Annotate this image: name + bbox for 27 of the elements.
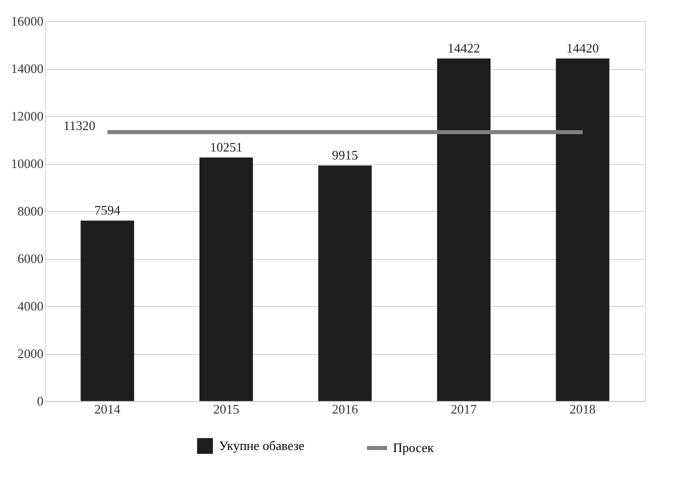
y-tick-label: 10000 (11, 156, 44, 171)
bar (199, 158, 253, 401)
legend-label: Просек (393, 440, 434, 455)
y-tick-label: 14000 (11, 61, 44, 76)
data-label: 14422 (448, 40, 480, 56)
y-tick-label: 0 (37, 394, 44, 408)
y-tick-label: 8000 (18, 204, 44, 218)
data-label: 10251 (210, 140, 242, 155)
bar (80, 220, 134, 401)
y-tick-label: 16000 (11, 14, 44, 28)
bar (318, 166, 372, 401)
y-tick-label: 12000 (11, 108, 44, 124)
x-tick-label: 2018 (570, 402, 596, 416)
bar (556, 58, 610, 401)
y-tick-label: 4000 (18, 298, 44, 314)
data-label: 11320 (63, 118, 96, 134)
data-label: 9915 (332, 148, 358, 163)
legend-label: Укупне обавезе (219, 438, 305, 453)
data-label: 7594 (94, 202, 121, 218)
x-tick-label: 2015 (213, 402, 240, 416)
y-tick-label: 2000 (18, 346, 44, 361)
bar (437, 58, 491, 401)
y-tick-label: 6000 (18, 251, 44, 266)
data-label: 14420 (566, 40, 599, 56)
x-tick-label: 2017 (450, 402, 478, 416)
x-tick-label: 2014 (94, 402, 121, 416)
x-tick-label: 2016 (332, 402, 358, 416)
